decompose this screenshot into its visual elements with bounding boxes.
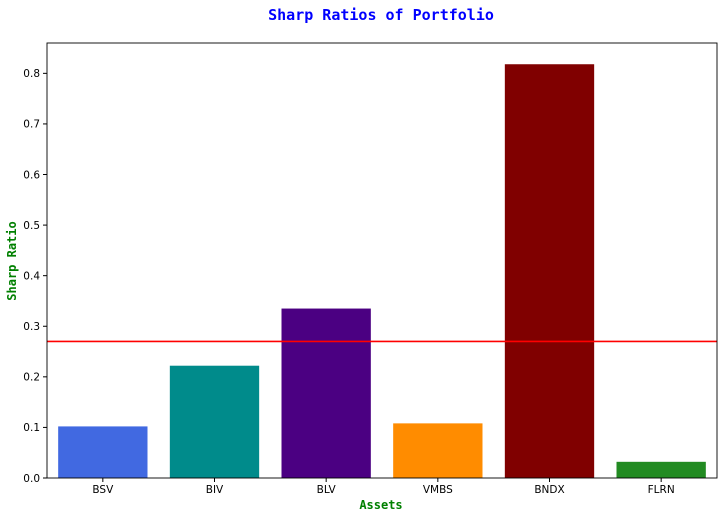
x-axis-label: Assets (359, 498, 402, 512)
y-tick-label: 0.0 (23, 473, 40, 485)
bar-bndx (504, 64, 595, 479)
x-tick-label: BSV (92, 484, 114, 496)
bar-bsv (58, 426, 148, 478)
x-tick-label: BNDX (534, 484, 564, 496)
y-tick-label: 0.3 (23, 321, 40, 333)
x-tick-label: BIV (206, 484, 224, 496)
y-tick-label: 0.4 (23, 270, 40, 282)
y-tick-label: 0.7 (23, 119, 40, 131)
bar-biv (169, 365, 260, 478)
x-tick-label: VMBS (423, 484, 453, 496)
y-tick-label: 0.8 (23, 68, 40, 80)
bar-blv (281, 308, 371, 478)
y-tick-label: 0.1 (23, 422, 40, 434)
y-axis-label: Sharp Ratio (5, 221, 19, 300)
x-tick-label: FLRN (648, 484, 675, 496)
y-tick-label: 0.6 (23, 169, 40, 181)
y-tick-label: 0.5 (23, 220, 40, 232)
bar-vmbs (393, 423, 483, 478)
plot-area: BSV BIV BLV VMBS BNDX FLRN 0.0 0.1 0.2 0.3 0.4 0.5 0… (23, 42, 718, 496)
plot-frame (46, 42, 718, 479)
x-tick-label: BLV (317, 484, 337, 496)
y-tick-label: 0.2 (23, 372, 40, 384)
bar-flrn (616, 461, 706, 478)
chart-title: Sharp Ratios of Portfolio (268, 6, 494, 24)
